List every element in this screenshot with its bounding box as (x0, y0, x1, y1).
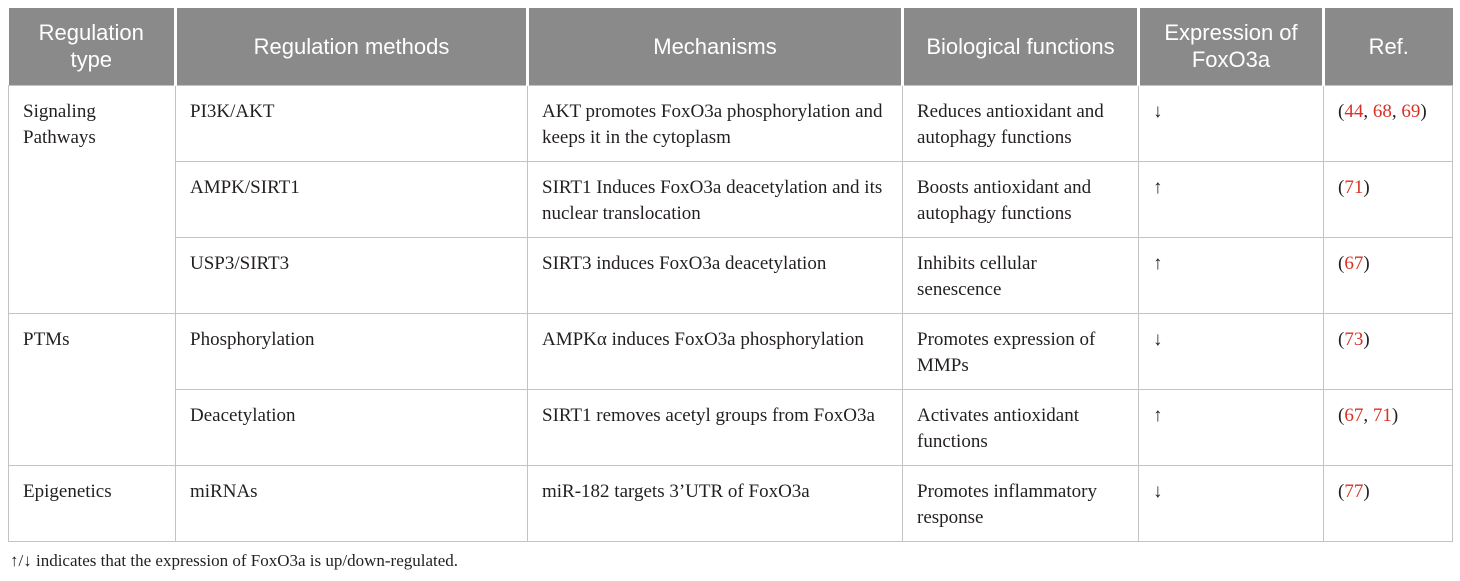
expression-arrow-cell: ↓ (1138, 312, 1324, 390)
biological-function-cell: Reduces antioxidant and autophagy functi… (902, 84, 1139, 162)
header-ref: Ref. (1322, 8, 1453, 85)
biological-function-cell: Promotes inflammatory response (902, 464, 1139, 542)
ref-cell: (71) (1323, 160, 1453, 238)
regulation-type-cell: Epigenetics (8, 464, 176, 542)
expression-arrow-cell: ↑ (1138, 236, 1324, 314)
header-mechanisms: Mechanisms (526, 8, 903, 85)
foxo3a-regulation-table: Regulation type Regulation methods Mecha… (8, 8, 1453, 542)
biological-function-cell: Promotes expression of MMPs (902, 312, 1139, 390)
table-footnote: ↑/↓ indicates that the expression of Fox… (10, 551, 459, 570)
header-regulation-type: Regulation type (8, 8, 176, 85)
ref-citation-link[interactable]: 71 (1372, 404, 1392, 426)
table-row: Signaling Pathways PI3K/AKT AKT promotes… (8, 84, 1453, 314)
table-row: USP3/SIRT3 SIRT3 induces FoxO3a deacetyl… (9, 236, 1453, 314)
ref-citation-link[interactable]: 68 (1372, 100, 1392, 122)
biological-function-cell: Activates antioxidant functions (902, 388, 1139, 466)
regulation-method-cell: miRNAs (175, 464, 528, 542)
ref-citation-link[interactable]: 73 (1344, 328, 1364, 350)
ref-citation-link[interactable]: 44 (1344, 100, 1364, 122)
regulation-method-cell: Phosphorylation (175, 312, 528, 390)
ref-citation-link[interactable]: 69 (1401, 100, 1421, 122)
regulation-method-cell: PI3K/AKT (175, 84, 528, 162)
regulation-method-cell: Deacetylation (175, 388, 528, 466)
table-row: Deacetylation SIRT1 removes acetyl group… (9, 388, 1453, 466)
regulation-method-cell: USP3/SIRT3 (175, 236, 528, 314)
expression-arrow-cell: ↑ (1138, 160, 1324, 238)
table-row: Epigenetics miRNAs miR-182 targets 3’UTR… (8, 464, 1453, 542)
ref-citation-link[interactable]: 77 (1344, 480, 1364, 502)
ref-cell: (44, 68, 69) (1323, 84, 1453, 162)
mechanism-cell: SIRT1 removes acetyl groups from FoxO3a (527, 388, 903, 466)
header-expression-foxo3a: Expression of FoxO3a (1137, 8, 1324, 85)
biological-function-cell: Inhibits cellular senescence (902, 236, 1139, 314)
header-regulation-methods: Regulation methods (174, 8, 528, 85)
mechanism-cell: SIRT1 Induces FoxO3a deacetylation and i… (527, 160, 903, 238)
header-row: Regulation type Regulation methods Mecha… (8, 8, 1453, 85)
ref-cell: (77) (1323, 464, 1453, 542)
ref-citation-link[interactable]: 67 (1344, 404, 1364, 426)
mechanism-cell: miR-182 targets 3’UTR of FoxO3a (527, 464, 903, 542)
regulation-type-cell: Signaling Pathways (8, 84, 176, 314)
ref-cell: (67, 71) (1323, 388, 1453, 466)
mechanism-cell: AKT promotes FoxO3a phosphorylation and … (527, 84, 903, 162)
ref-cell: (67) (1323, 236, 1453, 314)
ref-cell: (73) (1323, 312, 1453, 390)
expression-arrow-cell: ↑ (1138, 388, 1324, 466)
table-row: PTMs Phosphorylation AMPKα induces FoxO3… (8, 312, 1453, 466)
ref-citation-link[interactable]: 67 (1344, 252, 1364, 274)
expression-arrow-cell: ↓ (1138, 464, 1324, 542)
header-biological-functions: Biological functions (901, 8, 1139, 85)
biological-function-cell: Boosts antioxidant and autophagy functio… (902, 160, 1139, 238)
expression-arrow-cell: ↓ (1138, 84, 1324, 162)
table-row: AMPK/SIRT1 SIRT1 Induces FoxO3a deacetyl… (9, 160, 1453, 238)
mechanism-cell: AMPKα induces FoxO3a phosphorylation (527, 312, 903, 390)
regulation-method-cell: AMPK/SIRT1 (175, 160, 528, 238)
ref-citation-link[interactable]: 71 (1344, 176, 1364, 198)
regulation-type-cell: PTMs (8, 312, 176, 466)
mechanism-cell: SIRT3 induces FoxO3a deacetylation (527, 236, 903, 314)
